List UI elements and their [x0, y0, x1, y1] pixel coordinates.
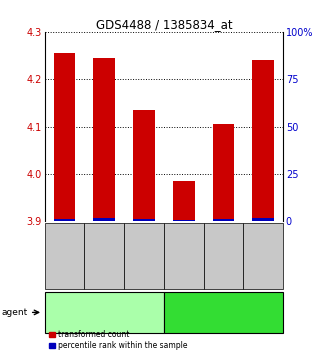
- Bar: [133, 219, 155, 221]
- Bar: [54, 53, 75, 221]
- Bar: [173, 220, 195, 221]
- Bar: [93, 58, 115, 221]
- Bar: [213, 124, 234, 221]
- Bar: [93, 218, 115, 221]
- Title: GDS4488 / 1385834_at: GDS4488 / 1385834_at: [96, 18, 232, 31]
- Legend: transformed count, percentile rank within the sample: transformed count, percentile rank withi…: [49, 330, 187, 350]
- Text: GSM786186: GSM786186: [219, 230, 228, 281]
- Text: DMSO control: DMSO control: [193, 308, 254, 317]
- Text: GSM786182: GSM786182: [60, 230, 69, 281]
- Bar: [252, 60, 274, 221]
- Bar: [173, 181, 195, 221]
- Bar: [213, 219, 234, 221]
- Bar: [133, 110, 155, 221]
- Text: GSM786183: GSM786183: [100, 230, 109, 281]
- Text: GSM786187: GSM786187: [259, 230, 268, 281]
- Bar: [54, 219, 75, 221]
- Text: GSM786184: GSM786184: [139, 230, 149, 281]
- Text: Notch inhibitor DAPT
(10 μM.): Notch inhibitor DAPT (10 μM.): [63, 302, 146, 322]
- Text: agent: agent: [2, 308, 28, 317]
- Bar: [252, 218, 274, 221]
- Text: GSM786185: GSM786185: [179, 230, 188, 281]
